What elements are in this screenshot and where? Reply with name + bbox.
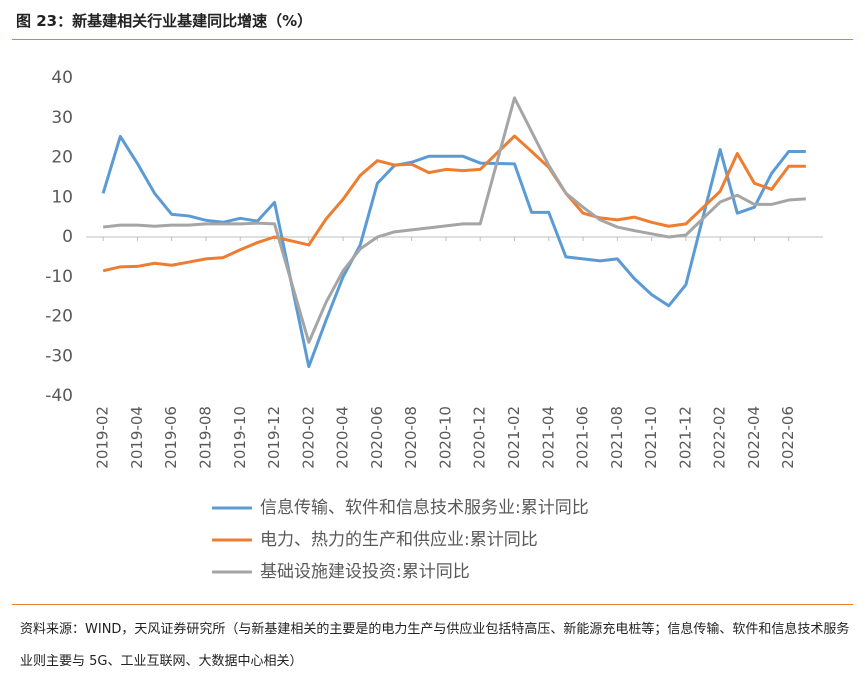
x-tick-label: 2020-08: [402, 406, 420, 469]
x-tick-label: 2021-04: [539, 406, 557, 469]
x-tick-label: 2021-08: [608, 406, 626, 469]
x-tick-label: 2019-04: [128, 406, 146, 469]
x-tick-label: 2019-12: [265, 406, 283, 469]
y-tick-label: -20: [45, 307, 73, 327]
title: 图 23：新基建相关行业基建同比增速（%）: [16, 12, 313, 30]
y-tick-label: 10: [51, 187, 73, 207]
x-tick-label: 2019-10: [231, 406, 249, 469]
series-line: [101, 134, 806, 369]
y-tick-label: 40: [51, 68, 73, 88]
source-note: 资料来源：WIND，天风证券研究所（与新基建相关的主要是的电力生产与供应业包括特…: [20, 622, 850, 669]
x-tick-label: 2020-12: [471, 406, 489, 469]
legend-label: 基础设施建设投资:累计同比: [260, 562, 470, 582]
top-rule: [12, 39, 853, 40]
x-tick-label: 2021-12: [676, 406, 694, 469]
x-tick-label: 2020-02: [299, 406, 317, 469]
y-tick-label: -30: [45, 346, 73, 366]
series-line: [102, 96, 806, 344]
y-tick-label: 0: [62, 227, 73, 247]
x-tick-label: 2020-06: [368, 406, 386, 469]
x-tick-label: 2021-10: [642, 406, 660, 469]
x-tick-label: 2019-02: [94, 406, 112, 469]
x-tick-label: 2022-02: [711, 406, 729, 469]
y-tick-label: 20: [51, 148, 73, 168]
x-tick-label: 2019-06: [162, 406, 180, 469]
x-tick-label: 2020-10: [436, 406, 454, 469]
x-tick-label: 2022-04: [745, 406, 763, 469]
bottom-rule: [12, 604, 853, 605]
legend-label: 信息传输、软件和信息技术服务业:累计同比: [260, 498, 589, 518]
y-tick-label: 30: [51, 108, 73, 128]
x-tick-label: 2020-04: [334, 406, 352, 469]
x-tick-label: 2022-06: [779, 406, 797, 469]
x-tick-label: 2021-02: [505, 406, 523, 469]
y-tick-label: -40: [45, 386, 73, 406]
series-line: [102, 134, 806, 273]
y-tick-label: -10: [45, 267, 73, 287]
x-tick-label: 2019-08: [196, 406, 214, 469]
x-tick-label: 2021-06: [574, 406, 592, 469]
chart: -40 -30 -20 -10 0 10 20 30 40 2019-02 2019-04 2019-…: [45, 68, 823, 582]
legend-label: 电力、热力的生产和供应业:累计同比: [260, 530, 538, 550]
